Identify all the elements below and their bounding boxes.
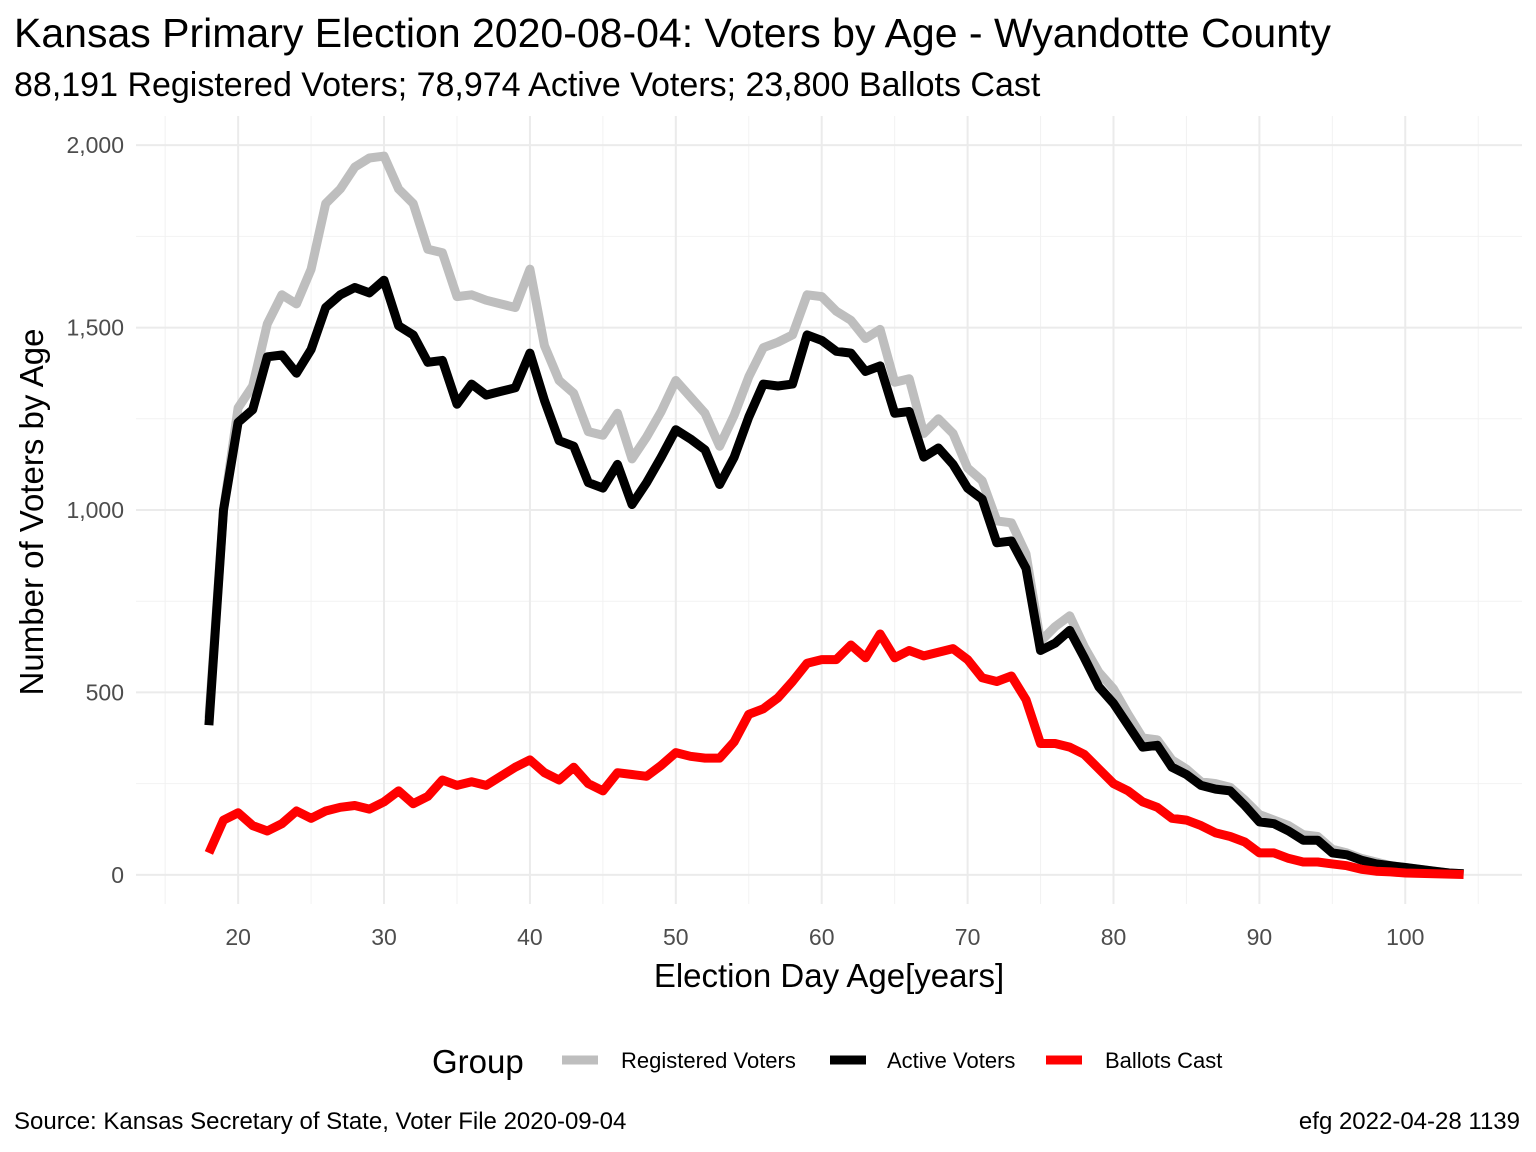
x-tick-label: 20 bbox=[225, 924, 251, 950]
y-tick-label: 0 bbox=[111, 862, 124, 888]
x-tick-label: 40 bbox=[517, 924, 543, 950]
x-tick-label: 30 bbox=[371, 924, 397, 950]
source-note: Source: Kansas Secretary of State, Voter… bbox=[14, 1108, 627, 1135]
y-tick-label: 500 bbox=[86, 679, 124, 705]
series-line-active-voters bbox=[204, 275, 1464, 879]
x-tick-label: 100 bbox=[1386, 924, 1424, 950]
legend-label-active-voters: Active Voters bbox=[887, 1048, 1015, 1073]
x-tick-label: 60 bbox=[809, 924, 835, 950]
legend-label-registered-voters: Registered Voters bbox=[621, 1048, 796, 1073]
x-tick-label: 50 bbox=[663, 924, 689, 950]
legend-label-ballots-cast: Ballots Cast bbox=[1105, 1048, 1222, 1073]
series-lines bbox=[204, 151, 1464, 879]
y-tick-label: 1,000 bbox=[66, 497, 124, 523]
legend-title: Group bbox=[432, 1043, 524, 1080]
series-line-registered-voters bbox=[204, 151, 1464, 879]
x-tick-label: 70 bbox=[955, 924, 981, 950]
y-axis-label: Number of Voters by Age bbox=[13, 329, 50, 696]
grid-lines bbox=[136, 116, 1522, 904]
x-axis-ticks: 20 30 40 50 60 70 80 90 100 bbox=[225, 924, 1424, 950]
legend: Group Registered Voters Active Voters Ball… bbox=[432, 1043, 1222, 1080]
y-tick-label: 1,500 bbox=[66, 315, 124, 341]
series-line-ballots-cast bbox=[204, 629, 1464, 879]
y-tick-label: 2,000 bbox=[66, 132, 124, 158]
x-tick-label: 90 bbox=[1247, 924, 1273, 950]
chart-title: Kansas Primary Election 2020-08-04: Vote… bbox=[14, 10, 1331, 56]
y-axis-ticks: 0 500 1,000 1,500 2,000 bbox=[66, 132, 124, 888]
x-tick-label: 80 bbox=[1101, 924, 1127, 950]
x-axis-label: Election Day Age[years] bbox=[654, 957, 1004, 994]
chart-subtitle: 88,191 Registered Voters; 78,974 Active … bbox=[14, 66, 1041, 104]
credit-note: efg 2022-04-28 1139 bbox=[1298, 1108, 1520, 1135]
